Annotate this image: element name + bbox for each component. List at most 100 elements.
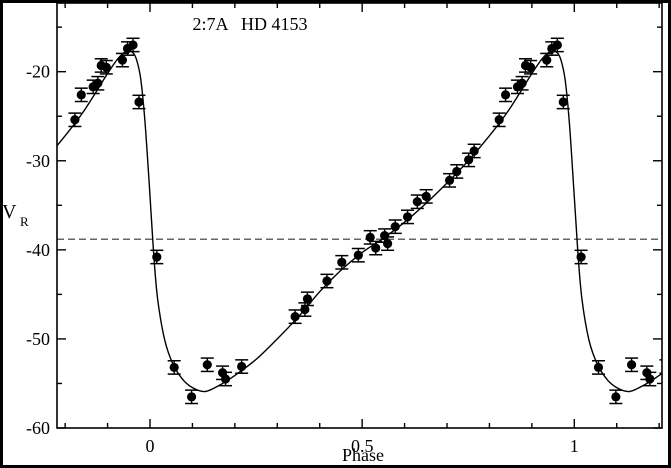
- data-point: [467, 143, 481, 159]
- data-point: [300, 291, 314, 307]
- data-point: [91, 75, 105, 91]
- data-point-marker: [220, 374, 231, 384]
- data-point: [659, 359, 662, 374]
- data-point-marker: [494, 115, 504, 125]
- x-axis-label: Phase: [342, 445, 384, 465]
- y-tick-label: -50: [26, 329, 50, 349]
- data-point-marker: [322, 276, 332, 286]
- data-point: [369, 240, 383, 256]
- y-tick-label: -60: [26, 418, 50, 438]
- data-point-marker: [412, 197, 422, 207]
- data-point: [200, 357, 214, 373]
- data-point-marker: [383, 239, 393, 249]
- data-point-marker: [300, 304, 310, 315]
- data-point-marker: [302, 294, 313, 304]
- data-point: [351, 247, 365, 263]
- y-tick-label: -20: [26, 62, 50, 82]
- data-point: [401, 209, 415, 225]
- data-point-marker: [202, 360, 212, 370]
- y-tick-label: -40: [26, 240, 50, 260]
- data-point-marker: [542, 55, 552, 65]
- data-point: [150, 249, 164, 265]
- data-point-marker: [169, 362, 179, 373]
- plot-frame: [56, 2, 663, 429]
- data-point-marker: [469, 146, 479, 156]
- x-tick-label: 1: [570, 436, 579, 456]
- data-point-marker: [645, 374, 655, 384]
- data-point: [643, 371, 657, 387]
- data-point-marker: [558, 97, 568, 107]
- data-point-marker: [70, 115, 80, 125]
- data-point-marker: [525, 62, 536, 72]
- data-point-marker: [611, 392, 621, 402]
- data-point: [410, 194, 424, 210]
- x-tick-label: 0: [146, 436, 155, 456]
- plot-generated-over: 0 0.5 1 -20 -30 -40 -50 -60: [26, 2, 663, 456]
- data-point: [126, 37, 140, 53]
- data-point: [68, 112, 82, 128]
- data-point: [556, 94, 570, 110]
- data-point: [335, 254, 349, 270]
- y-axis-label: V R: [2, 201, 29, 229]
- data-point: [99, 59, 113, 75]
- data-point: [219, 371, 233, 387]
- data-point: [591, 359, 605, 375]
- data-point: [74, 87, 88, 103]
- data-point: [363, 229, 377, 245]
- data-point-marker: [290, 312, 300, 322]
- data-point: [492, 112, 506, 128]
- data-point-marker: [626, 360, 637, 370]
- data-point-marker: [134, 97, 144, 107]
- data-point: [574, 249, 588, 265]
- data-point: [609, 389, 623, 405]
- data-point-marker: [576, 252, 586, 262]
- data-point-marker: [452, 166, 462, 177]
- x-tick-label: 0.5: [351, 436, 374, 456]
- axis-ticks: [57, 3, 662, 429]
- data-point: [550, 37, 564, 53]
- data-point-marker: [117, 55, 128, 65]
- data-points: [68, 37, 662, 405]
- data-point-marker: [661, 364, 662, 369]
- data-point-marker: [390, 222, 400, 232]
- y-axis-label-main: V: [2, 201, 17, 223]
- plot-title: 2:7A HD 4153: [192, 14, 307, 34]
- data-point-marker: [186, 392, 197, 402]
- data-point: [625, 357, 639, 373]
- data-point: [381, 236, 395, 252]
- data-point-marker: [552, 40, 562, 50]
- data-point-marker: [101, 62, 111, 72]
- data-point: [388, 219, 402, 235]
- data-point: [235, 359, 249, 374]
- data-point-marker: [93, 78, 103, 88]
- data-point-marker: [500, 90, 511, 100]
- data-point: [320, 273, 334, 289]
- data-point-marker: [421, 191, 431, 201]
- data-point: [185, 389, 199, 405]
- data-point-marker: [337, 257, 347, 267]
- data-point-marker: [517, 78, 527, 88]
- data-point-marker: [365, 232, 375, 242]
- data-point: [450, 164, 464, 179]
- data-point-marker: [444, 175, 455, 185]
- y-axis-label-subscript: R: [20, 214, 29, 229]
- data-point-marker: [464, 155, 474, 165]
- data-point: [288, 309, 302, 325]
- data-point-marker: [237, 361, 247, 372]
- data-point-marker: [152, 252, 162, 262]
- data-point-marker: [371, 243, 381, 253]
- data-point-marker: [402, 212, 413, 222]
- data-point: [419, 188, 433, 204]
- data-point: [167, 359, 181, 375]
- data-point-marker: [353, 250, 363, 260]
- plot-generated-under: [57, 49, 662, 393]
- data-point-marker: [593, 362, 604, 373]
- fit-curve: [57, 49, 662, 393]
- data-point: [132, 94, 146, 110]
- data-point-marker: [128, 40, 138, 50]
- data-point: [524, 59, 538, 75]
- data-point-marker: [76, 90, 86, 100]
